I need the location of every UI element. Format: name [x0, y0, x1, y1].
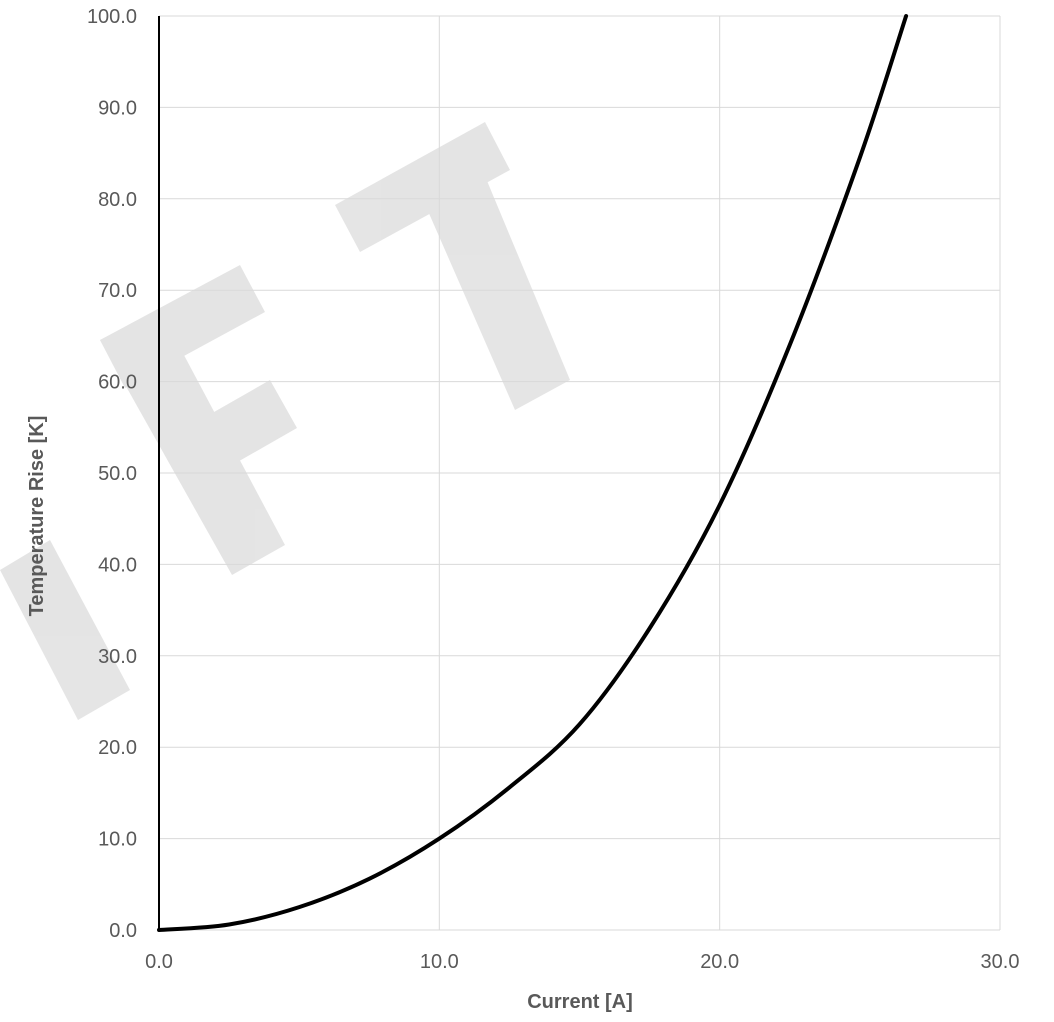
series-group — [157, 14, 909, 932]
draft-watermark — [0, 122, 570, 720]
x-tick-label: 10.0 — [420, 951, 459, 973]
gridlines — [159, 15, 1001, 930]
x-tick-label: 0.0 — [145, 951, 173, 973]
y-tick-label: 100.0 — [87, 6, 137, 28]
y-tick-label: 90.0 — [98, 97, 137, 119]
y-tick-label: 20.0 — [98, 737, 137, 759]
watermark-letter-f-mid — [165, 380, 297, 488]
y-tick-label: 30.0 — [98, 646, 137, 668]
axes — [158, 16, 1000, 931]
x-tick-label: 20.0 — [700, 951, 739, 973]
y-tick-label: 0.0 — [109, 920, 137, 942]
y-tick-label: 60.0 — [98, 372, 137, 394]
y-tick-label: 80.0 — [98, 189, 137, 211]
watermark-letter-t-stem — [410, 140, 570, 410]
y-tick-label: 10.0 — [98, 829, 137, 851]
x-tick-label: 30.0 — [981, 951, 1020, 973]
series-line — [157, 14, 909, 932]
y-axis-ticks: 0.0 10.0 20.0 30.0 40.0 50.0 60.0 70.0 80.0 90.0 1… — [87, 6, 137, 942]
watermark-letter-a — [0, 540, 130, 720]
y-tick-label: 50.0 — [98, 463, 137, 485]
x-axis-ticks: 0.0 10.0 20.0 30.0 — [145, 951, 1019, 973]
y-tick-label: 40.0 — [98, 554, 137, 576]
y-tick-label: 70.0 — [98, 280, 137, 302]
y-axis-title: Temperature Rise [K] — [26, 416, 48, 617]
watermark-letter-f-top — [100, 265, 265, 388]
x-axis-title: Current [A] — [527, 991, 633, 1013]
